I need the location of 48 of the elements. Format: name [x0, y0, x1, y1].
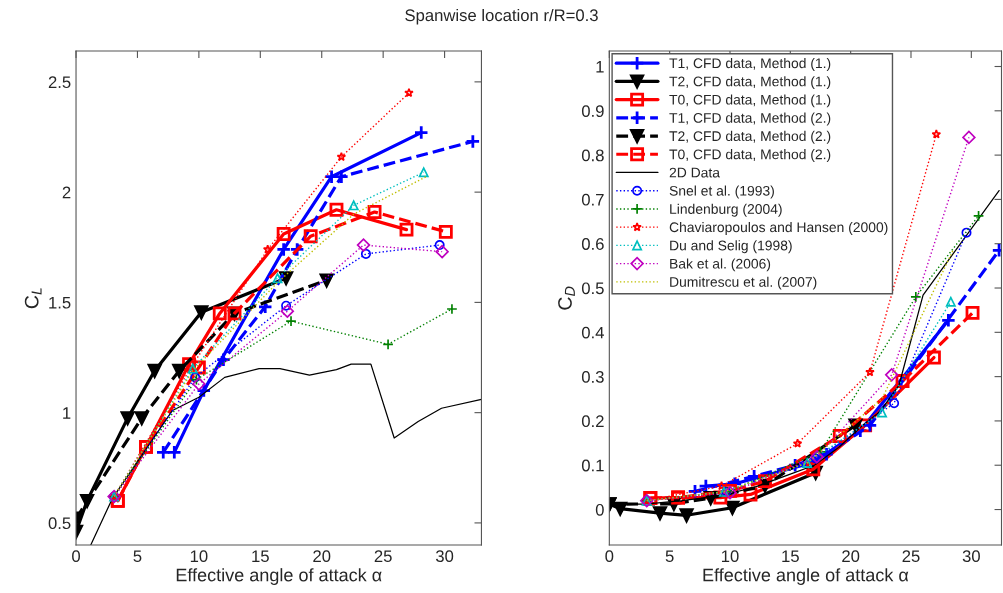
legend-label: Chaviaropoulos and Hansen (2000)	[669, 221, 888, 235]
y-tick-label: 0.8	[581, 149, 604, 162]
legend-label: T0, CFD data, Method (2.)	[669, 149, 831, 163]
x-axis-title: Effective angle of attack α	[176, 568, 382, 585]
y-tick-label: 2.5	[48, 76, 71, 89]
y-tick-label: 0.7	[581, 193, 604, 206]
legend-label: T0, CFD data, Method (1.)	[669, 94, 831, 108]
x-tick-label: 30	[435, 550, 454, 563]
x-tick-label: 25	[374, 550, 392, 563]
legend-label: T1, CFD data, Method (1.)	[669, 57, 831, 71]
legend-label: T2, CFD data, Method (2.)	[669, 130, 831, 144]
y-tick-label: 1	[596, 61, 604, 73]
y-tick-label: 0.3	[581, 371, 604, 383]
legend-label: Du and Selig (1998)	[670, 240, 792, 254]
x-tick-label: 25	[902, 550, 920, 563]
x-tick-label: 15	[782, 550, 799, 563]
x-axis-title: Effective angle of attack α	[703, 568, 909, 585]
y-tick-label: 0.1	[581, 459, 604, 472]
y-tick-label: 0.4	[581, 326, 604, 339]
x-tick-label: 10	[721, 550, 739, 563]
x-tick-label: 10	[190, 550, 208, 563]
x-tick-label: 5	[665, 550, 674, 563]
y-tick-label: 0.5	[581, 282, 604, 295]
chart-title: Spanwise location r/R=0.3	[405, 8, 598, 25]
legend-label: Bak et al. (2006)	[670, 258, 771, 272]
legend-label: T2, CFD data, Method (1.)	[669, 76, 831, 90]
legend-label: 2D Data	[669, 167, 720, 178]
x-tick-label: 0	[72, 550, 81, 563]
y-tick-label: 0.9	[581, 105, 604, 118]
x-tick-label: 5	[133, 550, 142, 563]
y-tick-label: 2	[62, 186, 71, 199]
legend-label: Snel et al. (1993)	[669, 185, 774, 199]
y-axis-title: C$_{D}$	[558, 286, 575, 310]
x-tick-label: 0	[605, 550, 614, 563]
y-axis-title: C$_{L}$	[24, 288, 42, 309]
x-tick-label: 30	[962, 550, 980, 563]
x-tick-label: 15	[252, 550, 269, 563]
y-tick-label: 1.5	[49, 296, 71, 309]
y-tick-label: 0.5	[48, 517, 71, 530]
legend-label: Lindenburg (2004)	[670, 203, 782, 217]
x-tick-label: 20	[842, 550, 860, 563]
y-tick-label: 0.6	[581, 238, 604, 250]
y-tick-label: 0	[595, 503, 604, 516]
y-tick-label: 1	[63, 407, 71, 419]
y-tick-label: 0.2	[581, 415, 604, 428]
x-tick-label: 20	[313, 550, 331, 563]
legend-label: Dumitrescu et al. (2007)	[670, 276, 817, 290]
legend-label: T1, CFD data, Method (2.)	[669, 112, 831, 126]
